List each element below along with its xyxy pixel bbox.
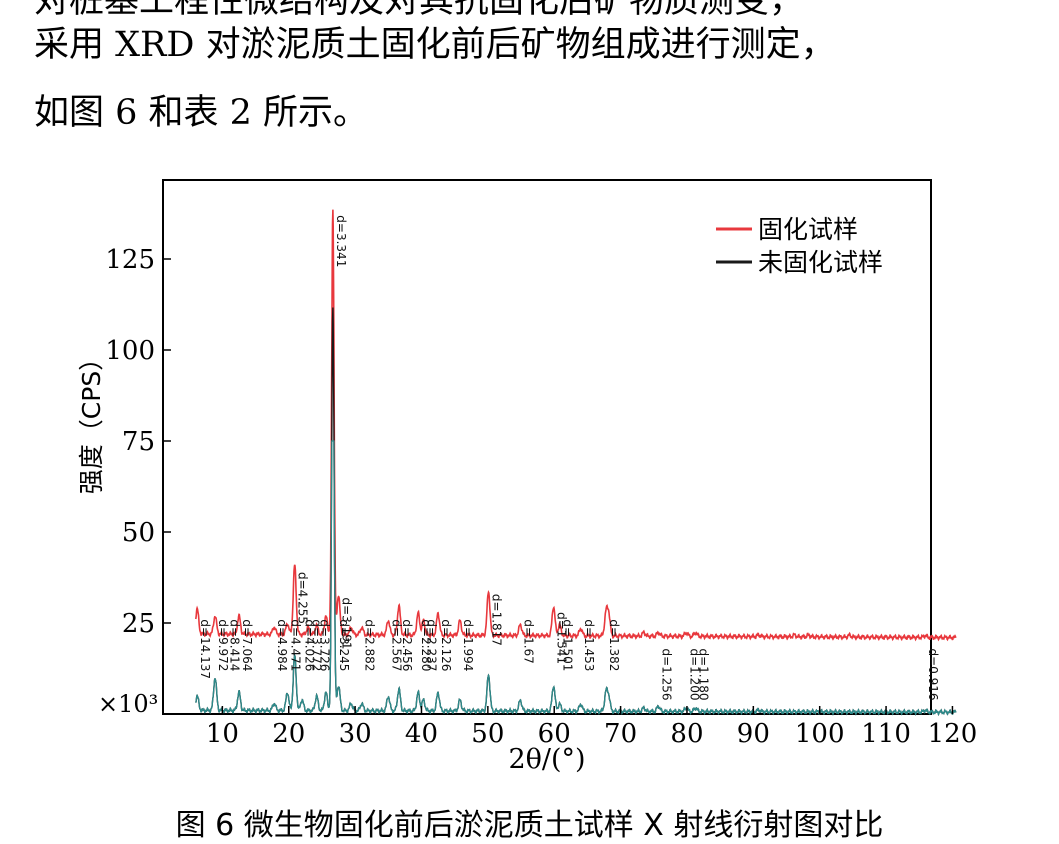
peak-annotation: d=1.180 (697, 649, 711, 701)
peak-annotation: d=1.200 (687, 649, 701, 701)
series-line-uncured-tint (195, 440, 957, 716)
legend-label-cured: 固化试样 (758, 215, 858, 244)
x-axis-label: 2θ/(°) (508, 744, 585, 775)
x-tick-label: 50 (471, 719, 504, 749)
y-axis-label: 强度（CPS） (77, 346, 106, 494)
peak-annotation: d=8.414 (227, 619, 241, 671)
peak-annotation: d=1.817 (490, 594, 504, 646)
y-tick-label: 25 (122, 609, 155, 639)
peak-annotation: d=3.245 (337, 619, 351, 671)
peak-annotation: d=1.453 (582, 619, 596, 671)
y-tick-label: 100 (105, 336, 155, 366)
x-tick-label: 90 (737, 719, 770, 749)
x-tick-label: 20 (272, 719, 305, 749)
paragraph-line-cut: 对桩基工程性微结构及对其抗固化后矿物质测变， (34, 0, 805, 21)
x-tick-label: 80 (670, 719, 703, 749)
peak-annotation: d=1.382 (607, 619, 621, 671)
y-tick-label: 75 (122, 427, 155, 457)
figure-caption: 图 6 微生物固化前后淤泥质土试样 X 射线衍射图对比 (175, 808, 884, 843)
peak-annotation: d=1.994 (461, 619, 475, 671)
legend-label-uncured: 未固化试样 (758, 248, 883, 277)
peak-annotation: d=1.67 (521, 619, 535, 663)
x-tick-label: 120 (928, 719, 978, 749)
peak-annotation: d=9.972 (216, 619, 230, 671)
peak-annotation: d=2.567 (389, 619, 403, 671)
paragraph-line-2: 如图 6 和表 2 所示。 (34, 93, 369, 133)
series-layer (195, 209, 957, 716)
peak-annotation: d=7.064 (240, 619, 254, 671)
peak-annotation: d=3.191 (340, 598, 354, 650)
peak-annotation: d=0.916 (926, 649, 940, 701)
x-tick-label: 30 (339, 719, 372, 749)
x-tick-label: 110 (861, 719, 911, 749)
peak-annotation: d=3.772 (310, 619, 324, 671)
peak-annotation: d=4.026 (302, 619, 316, 671)
plot-frame (162, 179, 932, 715)
y-tick-label: 125 (105, 245, 155, 275)
peak-annotation: d=2.456 (400, 619, 414, 671)
axis-layer: 10 20 30 40 50 60 70 80 90 100 110 120 25 50 75 100 125 (105, 245, 977, 749)
peak-annotation: d=4.471 (288, 619, 302, 671)
y-tick-label: 50 (122, 518, 155, 548)
peak-annotation: d=1.541 (555, 612, 569, 664)
series-line-cured (195, 209, 957, 642)
x-tick-label: 70 (604, 719, 637, 749)
peak-annotation: d=3.341 (334, 215, 348, 267)
peak-annotation: d=1.256 (659, 649, 673, 701)
peak-annotation: d=1.501 (561, 619, 575, 671)
peak-annotation: d=3.726 (318, 619, 332, 671)
paragraph-line-1: 采用 XRD 对淤泥质土固化前后矿物组成进行测定， (34, 25, 836, 65)
legend: 固化试样 未固化试样 (716, 215, 883, 277)
x-tick-label: 40 (405, 719, 438, 749)
peak-annotation: d=14.137 (198, 619, 212, 679)
y-unit-label: ×10³ (98, 690, 158, 718)
peak-annotation: d=2.126 (439, 619, 453, 671)
peak-annotation: d=4.984 (275, 619, 289, 671)
peak-annotation: d=2.882 (363, 619, 377, 671)
x-tick-label: 100 (795, 719, 845, 749)
x-tick-label: 10 (206, 719, 239, 749)
x-tick-label: 60 (538, 719, 571, 749)
peak-annotation: d=2.237 (425, 619, 439, 671)
peak-annotation: d=4.255 (296, 572, 310, 624)
peak-annotation: d=2.280 (419, 619, 433, 671)
